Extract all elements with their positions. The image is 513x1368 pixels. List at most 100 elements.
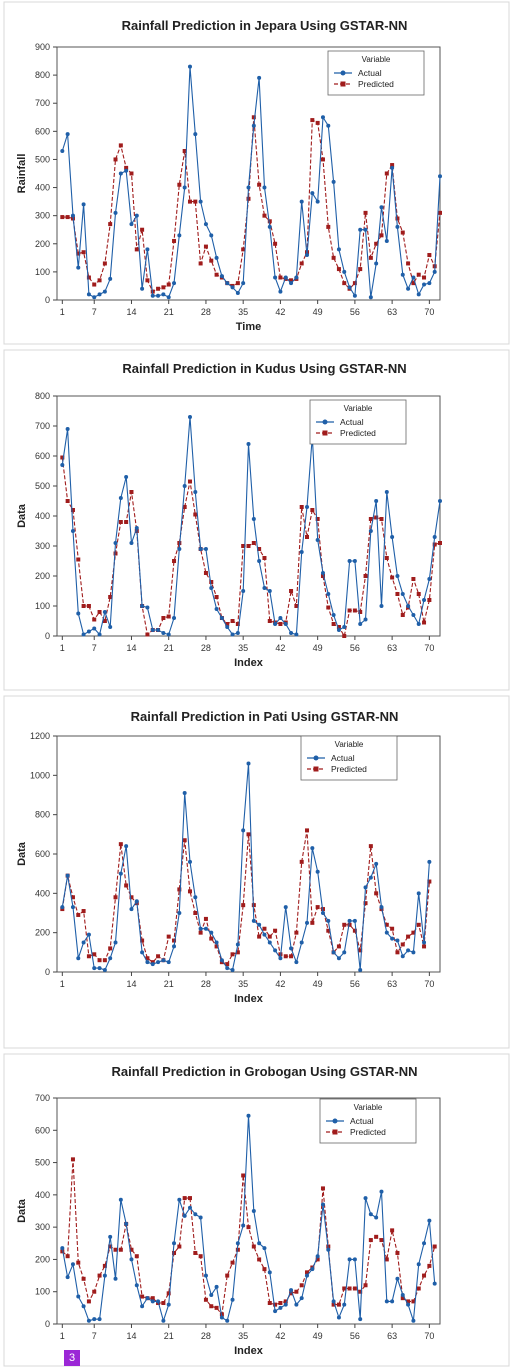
data-point: [374, 515, 379, 520]
data-point: [230, 968, 235, 973]
data-point: [427, 253, 432, 258]
data-point: [283, 622, 288, 626]
data-point: [374, 1234, 379, 1239]
data-point: [310, 191, 315, 196]
data-point: [374, 861, 379, 866]
data-point: [108, 222, 113, 227]
data-point: [140, 1304, 145, 1309]
data-point: [267, 219, 272, 224]
data-point: [60, 149, 65, 154]
legend-marker: [340, 70, 346, 76]
data-point: [145, 1296, 150, 1301]
x-tick-label: 35: [238, 643, 248, 653]
data-point: [172, 238, 177, 243]
legend-entry: Predicted: [350, 1127, 386, 1137]
data-point: [379, 205, 384, 210]
data-point: [305, 1273, 310, 1278]
data-point: [209, 258, 214, 263]
data-point: [102, 1273, 107, 1278]
data-point: [251, 918, 256, 923]
data-point: [92, 952, 97, 957]
data-point: [225, 962, 230, 967]
x-tick-label: 70: [424, 307, 434, 317]
data-point: [166, 960, 171, 965]
data-point: [118, 1247, 123, 1252]
data-point: [310, 920, 315, 925]
data-point: [299, 859, 304, 864]
data-point: [315, 1257, 320, 1262]
data-point: [384, 171, 389, 176]
legend-marker: [322, 430, 328, 436]
data-point: [294, 1302, 299, 1307]
data-point: [294, 604, 299, 608]
data-point: [150, 1299, 155, 1304]
data-point: [438, 174, 442, 179]
legend-entry: Predicted: [358, 79, 394, 89]
data-point: [400, 272, 405, 277]
y-tick-label: 200: [35, 239, 50, 249]
data-point: [193, 895, 198, 900]
y-tick-label: 300: [35, 211, 50, 221]
data-point: [273, 275, 278, 280]
data-point: [262, 1246, 267, 1251]
data-point: [187, 1205, 192, 1210]
data-point: [241, 544, 246, 548]
data-point: [60, 215, 65, 220]
data-point: [193, 512, 198, 517]
data-point: [352, 559, 357, 563]
data-point: [124, 883, 129, 888]
data-point: [320, 1202, 325, 1207]
data-point: [352, 918, 357, 923]
data-point: [209, 580, 214, 584]
data-point: [161, 1301, 166, 1306]
data-point: [203, 222, 208, 227]
x-tick-label: 56: [350, 643, 360, 653]
y-tick-label: 100: [35, 601, 50, 611]
data-point: [374, 261, 379, 266]
panel-frame: [3, 349, 510, 691]
data-point: [187, 1196, 192, 1201]
data-point: [283, 954, 288, 959]
data-point: [230, 632, 235, 637]
data-point: [352, 293, 357, 298]
data-point: [214, 255, 219, 260]
y-tick-label: 200: [35, 1254, 50, 1264]
data-point: [134, 213, 139, 218]
data-point: [70, 1157, 75, 1162]
y-tick-label: 0: [45, 631, 50, 641]
data-point: [246, 442, 251, 446]
data-point: [257, 559, 262, 563]
data-point: [134, 526, 139, 530]
data-point: [273, 1309, 278, 1314]
y-tick-label: 0: [45, 967, 50, 977]
data-point: [81, 909, 86, 914]
data-point: [129, 171, 134, 176]
data-point: [336, 944, 341, 949]
data-point: [81, 1304, 86, 1309]
data-point: [342, 1286, 347, 1291]
chart-panel-jepara: Rainfall Prediction in Jepara Using GSTA…: [0, 0, 513, 346]
legend-marker: [313, 766, 319, 772]
x-axis-label: Index: [234, 1345, 264, 1357]
data-point: [336, 625, 341, 629]
data-point: [257, 1257, 262, 1262]
y-tick-label: 500: [35, 1158, 50, 1168]
data-point: [315, 517, 320, 521]
data-point: [336, 956, 341, 961]
data-point: [427, 879, 432, 884]
y-tick-label: 600: [35, 849, 50, 859]
data-point: [198, 930, 203, 935]
data-point: [368, 1238, 373, 1243]
data-point: [289, 278, 294, 283]
data-point: [294, 632, 299, 637]
data-point: [315, 1254, 320, 1259]
series-actual: [60, 64, 442, 300]
data-point: [65, 132, 70, 137]
legend-entry: Actual: [340, 417, 364, 427]
chart-title: Rainfall Prediction in Grobogan Using GS…: [112, 1064, 418, 1079]
legend-entry: Actual: [331, 753, 355, 763]
y-tick-label: 1200: [30, 731, 50, 741]
data-point: [305, 505, 310, 509]
data-point: [406, 1299, 411, 1304]
